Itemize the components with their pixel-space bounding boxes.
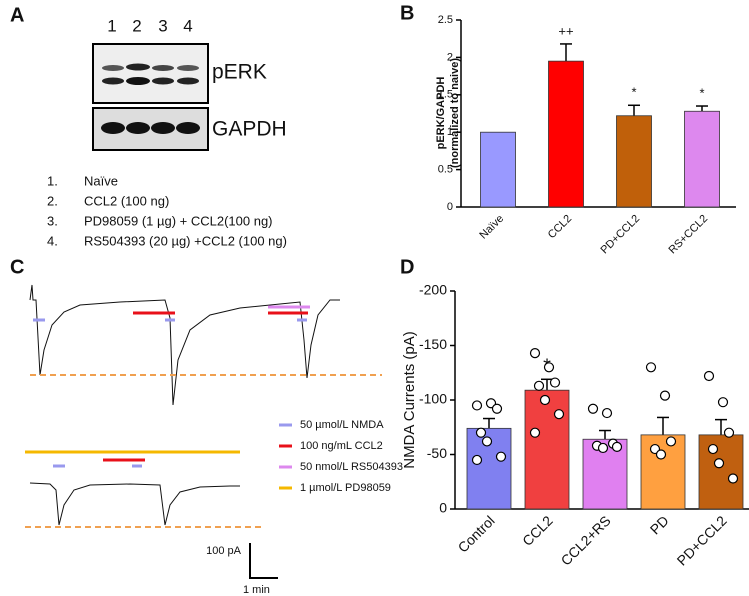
x-tick-label: PD+CCL2 (598, 213, 642, 257)
data-point (611, 441, 623, 452)
data-point (543, 362, 555, 373)
data-point (471, 400, 483, 411)
x-tick-label: RS+CCL2 (666, 213, 710, 257)
y-tick-label: -150 (419, 336, 447, 352)
bar (616, 115, 652, 208)
annotation: * (699, 85, 704, 100)
x-tick-label: CCL2 (519, 512, 556, 549)
scale-label: 1 min (243, 584, 270, 596)
y-tick-label: 2 (447, 51, 453, 63)
bar (684, 110, 720, 208)
list-text: Naïve (84, 173, 118, 188)
data-point (655, 449, 667, 460)
y-axis-label: (normalized to naive) (449, 58, 461, 168)
trace (29, 284, 340, 526)
y-tick-label: 0.5 (438, 164, 453, 176)
bar (524, 389, 570, 510)
list-number: 4. (47, 233, 58, 248)
band-label: GAPDH (212, 118, 287, 141)
data-point (587, 403, 599, 414)
legend-label: 50 nmol/L RS504393 (300, 461, 403, 473)
legend: 50 µmol/L NMDA 100 ng/mL CCL2 50 nmol/L RS… (279, 419, 403, 494)
annotation: * (631, 85, 636, 100)
y-tick-label: 1 (447, 126, 453, 138)
bar (480, 131, 516, 208)
y-tick-label: 2.5 (438, 14, 453, 26)
list-number: 2. (47, 193, 58, 208)
data-point (539, 394, 551, 406)
bar (640, 434, 686, 510)
data-point (529, 348, 541, 359)
data-point (549, 377, 561, 388)
y-axis-label: NMDA Currents (pA) (401, 331, 418, 469)
list-number: 1. (47, 173, 58, 188)
x-tick-label: PD (647, 512, 672, 537)
legend-label: 50 µmol/L NMDA (300, 419, 384, 431)
bar (698, 434, 744, 510)
lane-label: 2 (132, 16, 141, 35)
x-tick-label: CCL2+RS (558, 512, 614, 568)
list-text: PD98059 (1 µg) + CCL2(100 ng) (84, 213, 273, 228)
panel-letter: A (10, 4, 24, 26)
data-point (717, 397, 729, 408)
data-point (665, 436, 677, 447)
y-tick-label: -100 (419, 391, 447, 407)
blot (92, 43, 209, 151)
data-point (713, 458, 725, 469)
y-tick-label: 0 (447, 201, 453, 213)
y-tick-label: -50 (427, 445, 447, 461)
list-text: RS504393 (20 µg) +CCL2 (100 ng) (84, 233, 287, 248)
list-text: CCL2 (100 ng) (84, 193, 169, 208)
lane-label: 3 (158, 16, 167, 35)
data-point (645, 362, 657, 373)
data-point (529, 427, 541, 438)
data-point (553, 409, 565, 420)
y-tick-label: -200 (419, 282, 447, 298)
data-point (707, 443, 719, 455)
list-number: 3. (47, 213, 58, 228)
data-point (597, 442, 609, 454)
lane-label: 1 (107, 16, 116, 35)
data-point (723, 427, 735, 438)
data-point (481, 436, 493, 447)
band-label: pERK (212, 61, 267, 84)
panel-letter: C (10, 256, 24, 278)
x-tick-label: PD+CCL2 (674, 512, 730, 568)
data-point (727, 473, 739, 484)
lane-label: 4 (183, 16, 192, 35)
y-tick-label: 0 (439, 500, 447, 516)
data-point (491, 403, 503, 414)
legend-label: 100 ng/mL CCL2 (300, 440, 383, 452)
x-tick-label: CCL2 (546, 213, 574, 241)
data-point (703, 370, 715, 382)
data-point (471, 454, 483, 466)
panel-letter: D (400, 256, 414, 278)
y-tick-label: 1.5 (438, 89, 453, 101)
annotation: ++ (558, 23, 573, 38)
data-point (495, 451, 507, 462)
data-point (533, 380, 545, 391)
bar (548, 60, 584, 208)
drug-bars (25, 305, 310, 468)
scale-label: 100 pA (206, 545, 242, 557)
y-axis-label: pERK/GAPDH (435, 77, 447, 150)
legend-label: 1 µmol/L PD98059 (300, 482, 391, 494)
x-tick-label: Control (455, 512, 498, 555)
data-point (601, 407, 613, 419)
data-point (475, 427, 487, 438)
data-point (659, 390, 671, 401)
x-tick-label: Naïve (477, 213, 506, 242)
panel-letter: B (400, 2, 414, 24)
